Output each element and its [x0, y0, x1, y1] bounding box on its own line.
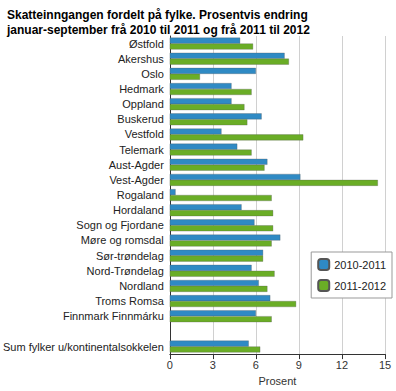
svg-text:Aust-Agder: Aust-Agder — [109, 159, 164, 171]
svg-text:Buskerud: Buskerud — [117, 113, 163, 125]
svg-text:Sogn og Fjordane: Sogn og Fjordane — [76, 219, 163, 231]
svg-text:2010-2011: 2010-2011 — [334, 259, 386, 271]
svg-text:Møre og romsdal: Møre og romsdal — [81, 234, 164, 246]
svg-text:Hordaland: Hordaland — [113, 204, 164, 216]
svg-text:Troms Romsa: Troms Romsa — [95, 295, 165, 307]
svg-text:15: 15 — [379, 359, 391, 371]
svg-text:Telemark: Telemark — [119, 144, 164, 156]
svg-text:9: 9 — [296, 359, 302, 371]
svg-text:Oppland: Oppland — [122, 98, 164, 110]
svg-text:Nordland: Nordland — [119, 280, 164, 292]
svg-text:3: 3 — [210, 359, 216, 371]
svg-text:Vestfold: Vestfold — [125, 128, 164, 140]
svg-text:Hedmark: Hedmark — [119, 83, 164, 95]
svg-text:Sum fylker u/kontinentalsokkel: Sum fylker u/kontinentalsokkelen — [3, 341, 164, 353]
svg-text:Nord-Trøndelag: Nord-Trøndelag — [87, 265, 164, 277]
svg-text:6: 6 — [253, 359, 259, 371]
svg-text:2011-2012: 2011-2012 — [334, 280, 386, 292]
svg-text:Prosent: Prosent — [258, 375, 296, 387]
svg-text:Akershus: Akershus — [118, 53, 164, 65]
svg-text:Rogaland: Rogaland — [117, 189, 164, 201]
svg-text:Finnmark Finnmárku: Finnmark Finnmárku — [63, 310, 164, 322]
svg-text:Østfold: Østfold — [129, 38, 164, 50]
svg-text:januar-september frå 2010 til: januar-september frå 2010 til 2011 og fr… — [6, 23, 310, 37]
svg-text:Oslo: Oslo — [141, 68, 164, 80]
svg-text:0: 0 — [167, 359, 173, 371]
svg-text:Vest-Agder: Vest-Agder — [109, 174, 164, 186]
svg-text:12: 12 — [336, 359, 348, 371]
svg-text:Skatteinngangen fordelt på fyl: Skatteinngangen fordelt på fylke. Prosen… — [7, 8, 308, 22]
svg-text:Sør-trøndelag: Sør-trøndelag — [96, 250, 164, 262]
